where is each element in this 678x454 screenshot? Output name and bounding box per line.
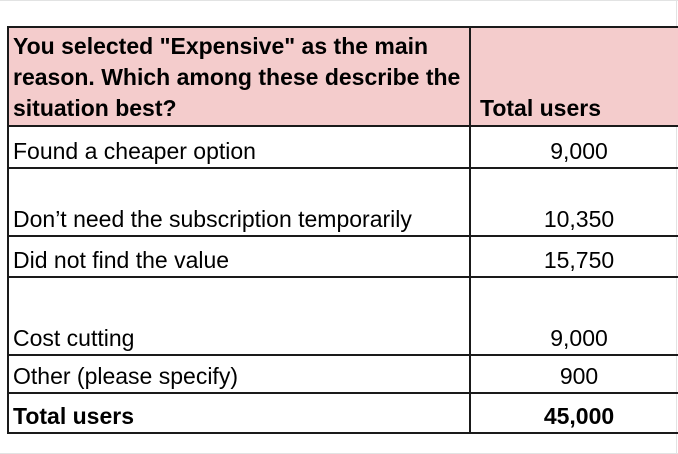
header-row: You selected "Expensive" as the main rea…	[7, 26, 678, 127]
table-row: Don’t need the subscription temporarily …	[7, 167, 678, 237]
survey-results-table: You selected "Expensive" as the main rea…	[7, 26, 678, 434]
total-row: Total users 45,000	[7, 392, 678, 434]
reason-cell[interactable]: Did not find the value	[7, 235, 471, 278]
users-cell[interactable]: 900	[469, 354, 678, 394]
reason-cell[interactable]: Don’t need the subscription temporarily	[7, 167, 471, 237]
question-header-cell[interactable]: You selected "Expensive" as the main rea…	[7, 26, 471, 127]
table-row: Other (please specify) 900	[7, 354, 678, 394]
gridline	[0, 0, 678, 1]
users-cell[interactable]: 10,350	[469, 167, 678, 237]
table-row: Found a cheaper option 9,000	[7, 125, 678, 169]
users-cell[interactable]: 15,750	[469, 235, 678, 278]
reason-cell[interactable]: Cost cutting	[7, 276, 471, 356]
users-cell[interactable]: 9,000	[469, 276, 678, 356]
reason-cell[interactable]: Found a cheaper option	[7, 125, 471, 169]
total-users-header-cell[interactable]: Total users	[469, 26, 678, 127]
total-label-cell[interactable]: Total users	[7, 392, 471, 434]
total-users-cell[interactable]: 45,000	[469, 392, 678, 434]
table-row: Cost cutting 9,000	[7, 276, 678, 356]
table-row: Did not find the value 15,750	[7, 235, 678, 278]
reason-cell[interactable]: Other (please specify)	[7, 354, 471, 394]
users-cell[interactable]: 9,000	[469, 125, 678, 169]
